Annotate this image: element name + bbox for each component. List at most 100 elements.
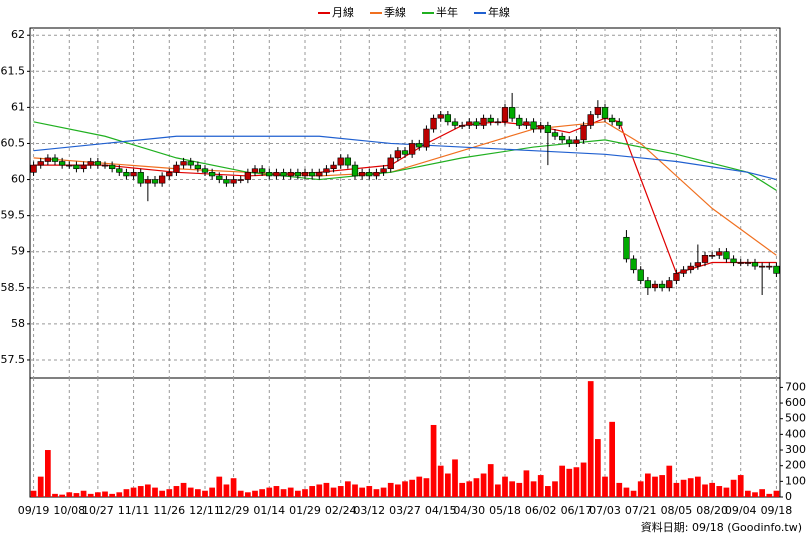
volume-bar: [452, 459, 458, 497]
x-tick-label: 06/02: [525, 504, 557, 517]
x-tick-label: 04/30: [453, 504, 485, 517]
legend-label: 季線: [384, 5, 406, 19]
volume-bar: [73, 493, 80, 497]
y2-tick-label: 500: [785, 412, 806, 425]
candle-body: [666, 280, 673, 289]
candle-body: [216, 175, 223, 180]
volume-bar: [437, 465, 444, 497]
x-tick-label: 09/19: [18, 504, 50, 517]
volume-bar: [495, 484, 501, 497]
volume-bar: [702, 484, 708, 497]
ma-line: [33, 121, 777, 191]
volume-bar: [609, 421, 615, 497]
candle-body: [630, 258, 637, 271]
candle-body: [451, 121, 459, 126]
candle-body: [580, 125, 587, 141]
candle-body: [473, 121, 480, 126]
volume-bar: [673, 482, 680, 497]
y2-tick-label: 300: [785, 443, 806, 456]
volume-bar: [145, 484, 151, 497]
legend-label: 年線: [488, 5, 510, 19]
volume-bar: [209, 487, 215, 497]
x-tick-label: 07/21: [625, 504, 657, 517]
x-tick-label: 08/20: [696, 504, 728, 517]
candle-body: [208, 172, 216, 177]
candle-body: [44, 157, 52, 162]
candle-body: [708, 255, 716, 257]
volume-bar: [602, 476, 608, 497]
volume-bar: [295, 490, 301, 497]
volume-bar: [395, 484, 401, 497]
candle-body: [573, 139, 580, 144]
y-tick-label: 59.5: [1, 209, 26, 222]
volume-bar: [566, 468, 573, 497]
candle-body: [173, 164, 180, 173]
volume-bar: [537, 475, 544, 497]
volume-bar: [116, 492, 123, 497]
candle-body: [601, 107, 609, 119]
x-tick-label: 05/18: [489, 504, 521, 517]
volume-bar: [309, 486, 315, 497]
candle-body: [530, 121, 537, 130]
candle-body: [251, 168, 259, 173]
volume-bar: [659, 475, 665, 497]
volume-bar: [687, 478, 694, 497]
x-tick-label: 10/27: [82, 504, 114, 517]
candle-body: [94, 161, 102, 166]
candle-body: [380, 168, 387, 173]
candle-body: [273, 172, 280, 177]
candle-body: [137, 172, 144, 184]
candle-body: [566, 139, 573, 144]
candle-body: [316, 172, 323, 177]
volume-bar: [402, 481, 408, 497]
x-tick-label: 10/08: [53, 504, 85, 517]
volume-bar: [366, 486, 373, 497]
volume-bar: [552, 481, 558, 497]
x-tick-label: 01/14: [253, 504, 285, 517]
legend-label: 半年: [436, 5, 458, 19]
candle-body: [444, 114, 452, 123]
x-tick-label: 03/12: [353, 504, 385, 517]
volume-bar: [230, 478, 237, 497]
candle-body: [130, 172, 137, 177]
volume-bar: [180, 482, 187, 497]
volume-bar: [45, 450, 51, 497]
candle-body: [544, 125, 552, 133]
volume-bar: [352, 484, 358, 497]
x-tick-label: 04/15: [425, 504, 457, 517]
volume-bar: [680, 479, 687, 497]
candle-body: [623, 236, 630, 260]
volume-bar: [330, 487, 337, 497]
volume-bar: [545, 486, 551, 497]
volume-bar: [287, 487, 294, 497]
candle-body: [758, 265, 766, 268]
candle-body: [323, 168, 330, 173]
volume-bar: [130, 487, 137, 497]
volume-bar: [430, 424, 437, 497]
volume-bar: [59, 494, 65, 497]
candle-body: [187, 161, 194, 166]
volume-bar: [273, 486, 280, 497]
x-tick-label: 11/11: [118, 504, 150, 517]
candle-body: [87, 161, 94, 166]
y-tick-label: 62: [11, 28, 25, 41]
candle-body: [644, 280, 652, 289]
volume-bar: [280, 489, 287, 497]
volume-bar: [37, 476, 44, 497]
candle-body: [366, 172, 373, 177]
candle-body: [437, 114, 444, 119]
volume-bar: [337, 486, 344, 497]
y-tick-label: 58.5: [1, 281, 26, 294]
volume-bar: [237, 490, 244, 497]
volume-bar: [759, 489, 765, 497]
candle-body: [301, 172, 309, 177]
volume-bar: [259, 489, 265, 497]
candle-body: [358, 172, 366, 177]
volume-bar: [173, 486, 180, 497]
candle-body: [480, 117, 487, 126]
candle-body: [73, 164, 80, 170]
x-tick-label: 09/18: [761, 504, 793, 517]
candle-body: [108, 164, 116, 170]
candle-body: [523, 121, 530, 126]
